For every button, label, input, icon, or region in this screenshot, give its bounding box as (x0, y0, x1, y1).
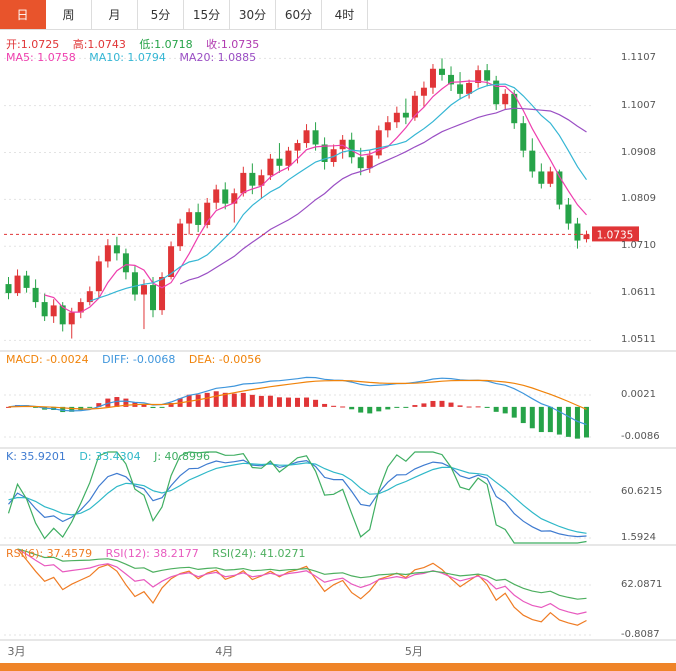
rsi24-value: RSI(24): 41.0271 (212, 547, 306, 560)
price-axis-label: 1.1107 (621, 52, 656, 64)
price-axis-label: 1.1007 (621, 99, 656, 111)
chart-area: 1.0735 开:1.0725 高:1.0743 低:1.0718 收:1.07… (0, 30, 676, 663)
low-value: 低:1.0718 (139, 38, 193, 51)
kdj-axis-label: 1.5924 (621, 532, 656, 543)
ma-info: MA5: 1.0758 MA10: 1.0794 MA20: 1.0885 (6, 51, 266, 64)
price-axis-label: 1.0611 (621, 287, 656, 299)
price-axis-label: 1.0511 (621, 334, 656, 346)
tab-60min[interactable]: 60分 (276, 0, 322, 29)
ma20-value: MA20: 1.0885 (179, 51, 257, 64)
candlestick-chart-canvas[interactable]: 1.0735 (0, 30, 676, 663)
rsi12-value: RSI(12): 38.2177 (105, 547, 199, 560)
tab-30min[interactable]: 30分 (230, 0, 276, 29)
ma5-value: MA5: 1.0758 (6, 51, 76, 64)
d-value: D: 33.4304 (79, 450, 141, 463)
price-axis-label: 1.0809 (621, 193, 656, 205)
x-axis-label-march: 3月 (7, 645, 26, 658)
kdj-axis-label: 60.6215 (621, 486, 663, 497)
high-value: 高:1.0743 (72, 38, 126, 51)
kdj-info: K: 35.9201 D: 33.4304 J: 40.8996 (6, 450, 220, 463)
close-value: 收:1.0735 (206, 38, 260, 51)
timeframe-toolbar: 日 周 月 5分 15分 30分 60分 4时 (0, 0, 676, 30)
tab-weekly[interactable]: 周 (46, 0, 92, 29)
tab-4hour[interactable]: 4时 (322, 0, 368, 29)
rsi-info: RSI(6): 37.4579 RSI(12): 38.2177 RSI(24)… (6, 547, 315, 560)
x-axis-label-may: 5月 (404, 645, 423, 658)
j-value: J: 40.8996 (154, 450, 211, 463)
x-axis-label-april: 4月 (215, 645, 234, 658)
open-value: 开:1.0725 (6, 38, 60, 51)
macd-value: MACD: -0.0024 (6, 353, 89, 366)
tab-daily[interactable]: 日 (0, 0, 46, 29)
rsi-axis-label: 62.0871 (621, 579, 663, 590)
k-value: K: 35.9201 (6, 450, 66, 463)
price-axis-label: 1.0908 (621, 146, 656, 158)
diff-value: DIFF: -0.0068 (102, 353, 176, 366)
tab-5min[interactable]: 5分 (138, 0, 184, 29)
tab-15min[interactable]: 15分 (184, 0, 230, 29)
ohlc-info: 开:1.0725 高:1.0743 低:1.0718 收:1.0735 (6, 36, 269, 52)
rsi-axis-label: -0.8087 (621, 629, 660, 640)
rsi6-value: RSI(6): 37.4579 (6, 547, 93, 560)
bottom-accent-bar (0, 663, 676, 671)
svg-text:1.0735: 1.0735 (597, 229, 634, 241)
macd-axis-label: -0.0086 (621, 431, 660, 442)
tab-monthly[interactable]: 月 (92, 0, 138, 29)
macd-info: MACD: -0.0024 DIFF: -0.0068 DEA: -0.0056 (6, 353, 271, 366)
macd-axis-label: 0.0021 (621, 389, 656, 400)
ma10-value: MA10: 1.0794 (89, 51, 166, 64)
dea-value: DEA: -0.0056 (188, 353, 262, 366)
price-axis-label: 1.0710 (621, 240, 656, 252)
